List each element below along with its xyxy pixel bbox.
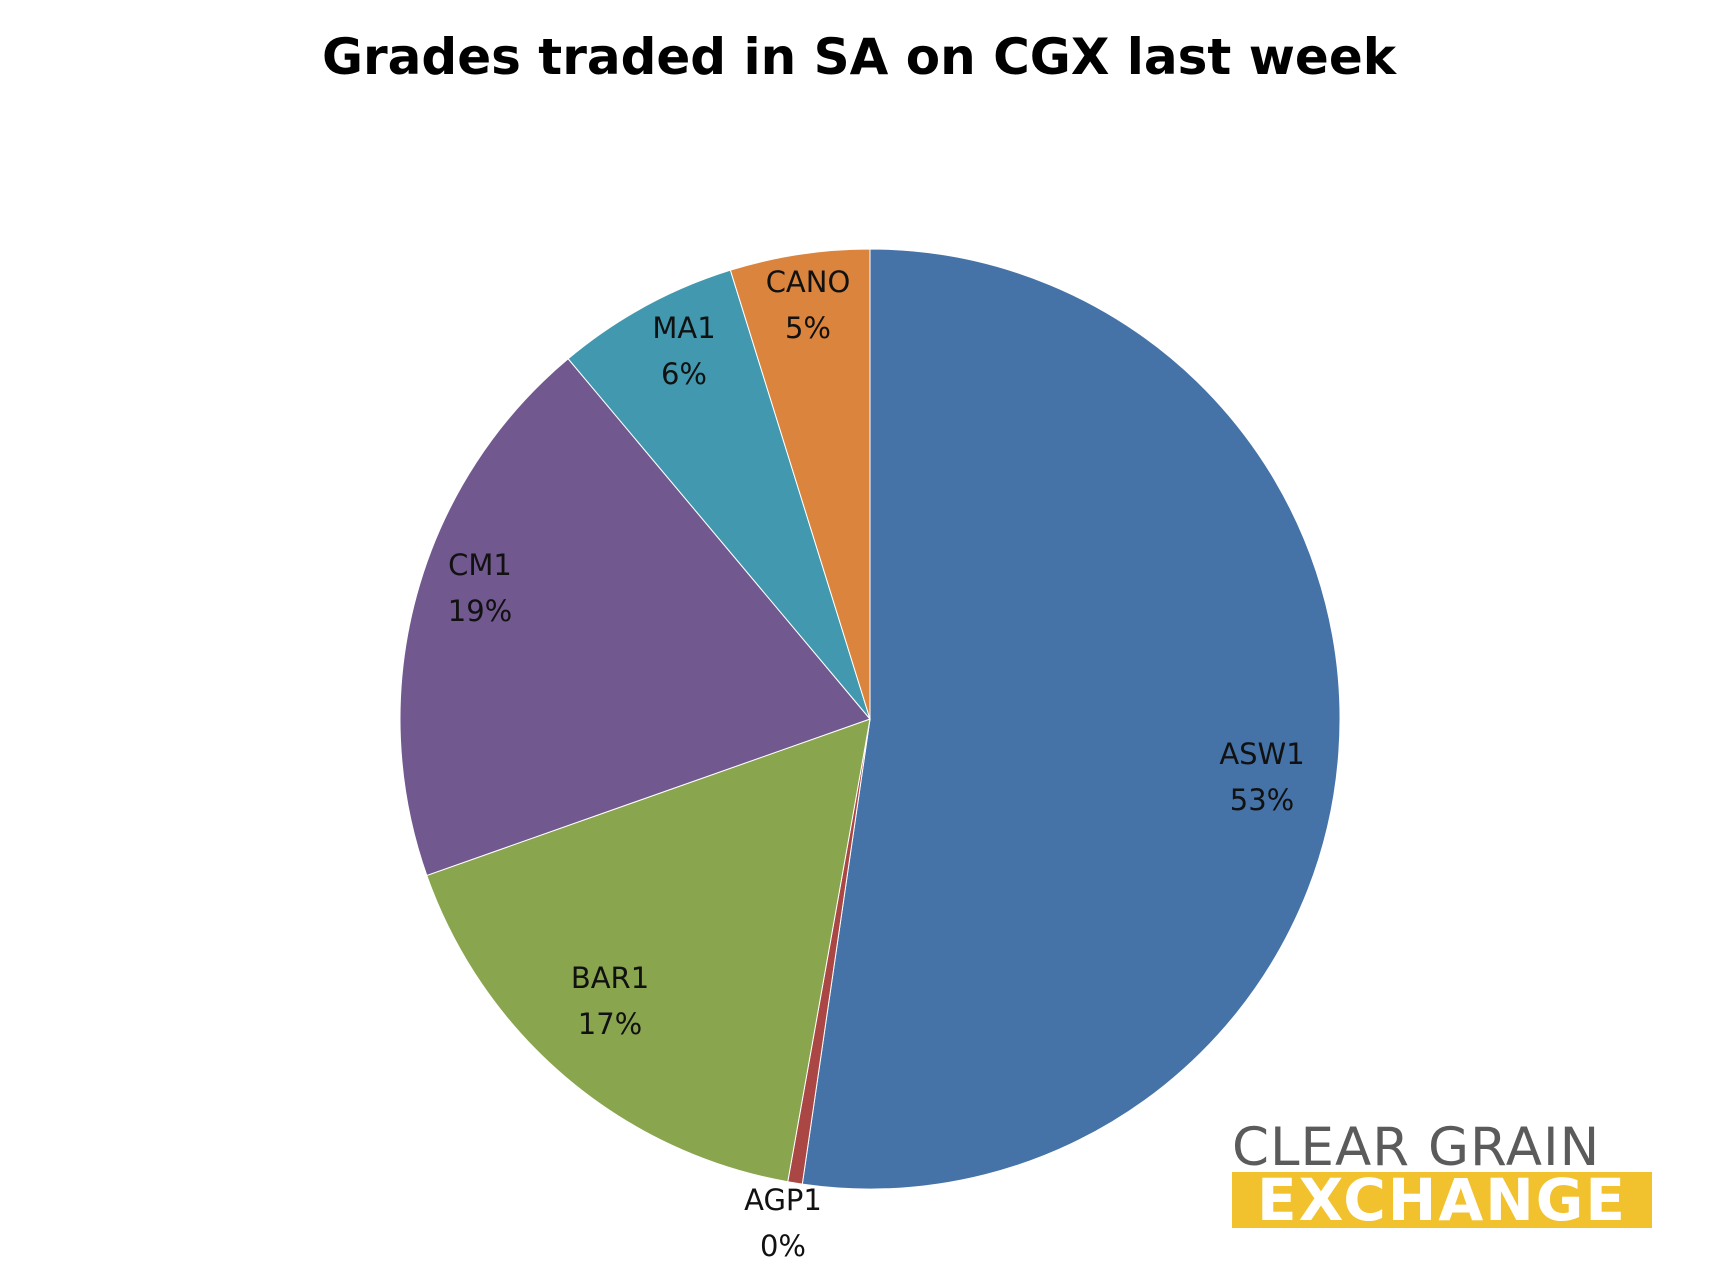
slice-percent-bar1: 17% [578,1007,642,1041]
slice-percent-ma1: 6% [661,357,707,391]
slice-label-agp1: AGP1 [744,1183,822,1217]
pie-slice-asw1 [801,248,1341,1190]
slice-percent-cano: 5% [785,311,831,345]
slice-label-cm1: CM1 [448,548,512,582]
pie-slice-cm1 [399,358,871,877]
logo-line-1: CLEAR GRAIN [1232,1117,1601,1178]
pie-slices [399,248,1341,1190]
slice-label-cano: CANO [766,265,851,299]
slice-label-ma1: MA1 [652,311,715,345]
chart-title: Grades traded in SA on CGX last week [321,28,1397,86]
slice-label-bar1: BAR1 [571,961,649,995]
slice-percent-agp1: 0% [760,1229,806,1263]
pie-slice-ma1 [567,269,871,720]
clear-grain-exchange-logo: CLEAR GRAIN EXCHANGE [1232,1120,1652,1230]
logo-line-2: EXCHANGE [1232,1172,1652,1228]
pie-slice-cano [729,248,871,720]
pie-labels: ASW1 53% AGP1 0% BAR1 17% CM1 19% MA1 6% CANO 5% [448,265,1305,1263]
slice-label-asw1: ASW1 [1219,737,1304,771]
slice-percent-asw1: 53% [1230,783,1294,817]
slice-percent-cm1: 19% [448,594,512,628]
pie-slice-bar1 [426,718,871,1183]
